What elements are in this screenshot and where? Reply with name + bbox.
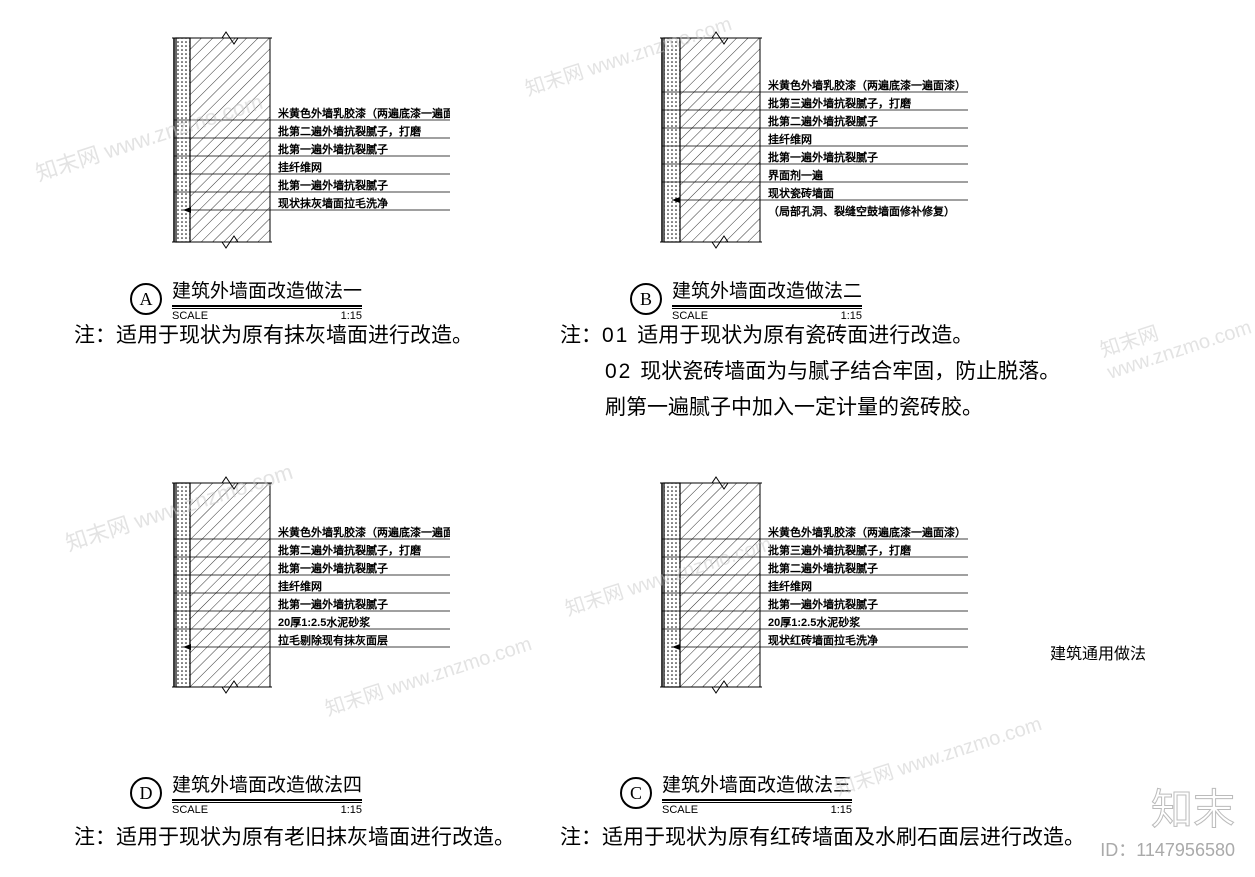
layer-label: 挂纤维网 — [768, 132, 812, 146]
title-letter: C — [620, 777, 652, 809]
detail-note: 02 现状瓷砖墙面为与腻子结合牢固，防止脱落。 — [605, 354, 1060, 390]
layer-label: 批第二遍外墙抗裂腻子，打磨 — [278, 124, 422, 138]
layer-label: 20厚1:2.5水泥砂浆 — [768, 615, 861, 629]
note-number: 02 — [605, 360, 640, 383]
detail-note: 注：适用于现状为原有抹灰墙面进行改造。 — [74, 318, 473, 354]
detail-title-D: D 建筑外墙面改造做法四 SCALE 1:15 — [130, 770, 362, 816]
watermark-id: ID：1147956580 — [1100, 836, 1235, 862]
layer-label: 现状红砖墙面拉毛洗净 — [768, 633, 878, 647]
detail-note: 刷第一遍腻子中加入一定计量的瓷砖胶。 — [605, 390, 983, 426]
wall-detail-B: 米黄色外墙乳胶漆（两遍底漆一遍面漆） 批第三遍外墙抗裂腻子，打磨批第二遍外墙抗裂腻… — [630, 20, 970, 260]
layer-label: 挂纤维网 — [768, 579, 812, 593]
detail-note: 注：适用于现状为原有红砖墙面及水刷石面层进行改造。 — [560, 820, 1085, 856]
wall-detail-A: 米黄色外墙乳胶漆（两遍底漆一遍面漆） 批第二遍外墙抗裂腻子，打磨批第一遍外墙抗裂腻… — [140, 20, 450, 260]
scale-value: 1:15 — [831, 804, 852, 816]
layer-label: 界面剂一遍 — [768, 168, 824, 182]
title-letter: D — [130, 777, 162, 809]
title-letter: A — [130, 283, 162, 315]
scale-label: SCALE — [662, 804, 698, 816]
layer-label: 挂纤维网 — [278, 160, 322, 174]
layer-label: 米黄色外墙乳胶漆（两遍底漆一遍面漆） — [767, 525, 966, 539]
watermark-logo: 知末 — [1151, 776, 1235, 837]
layer-label: 批第一遍外墙抗裂腻子 — [768, 150, 878, 164]
detail-note: 注：适用于现状为原有老旧抹灰墙面进行改造。 — [74, 820, 515, 856]
layer-label: 拉毛剔除现有抹灰面层 — [278, 633, 388, 647]
scale-value: 1:15 — [341, 804, 362, 816]
note-text: 适用于现状为原有瓷砖面进行改造。 — [637, 323, 973, 347]
layer-label: 20厚1:2.5水泥砂浆 — [278, 615, 371, 629]
wall-section-svg: 米黄色外墙乳胶漆（两遍底漆一遍面漆） 批第二遍外墙抗裂腻子，打磨批第一遍外墙抗裂腻… — [140, 465, 450, 705]
layer-label: 现状抹灰墙面拉毛洗净 — [278, 196, 388, 210]
wall-section-svg: 米黄色外墙乳胶漆（两遍底漆一遍面漆） 批第二遍外墙抗裂腻子，打磨批第一遍外墙抗裂腻… — [140, 20, 450, 260]
scale-label: SCALE — [172, 804, 208, 816]
layer-label: 米黄色外墙乳胶漆（两遍底漆一遍面漆） — [277, 106, 450, 120]
note-text: 适用于现状为原有抹灰墙面进行改造。 — [116, 323, 473, 347]
detail-note: 注：01 适用于现状为原有瓷砖面进行改造。 — [560, 318, 973, 354]
layer-label: 米黄色外墙乳胶漆（两遍底漆一遍面漆） — [277, 525, 450, 539]
layer-label: 挂纤维网 — [278, 579, 322, 593]
note-text: 刷第一遍腻子中加入一定计量的瓷砖胶。 — [605, 395, 983, 419]
detail-title-A: A建筑外墙面改造做法一SCALE1:15 — [130, 276, 362, 322]
layer-label: 批第二遍外墙抗裂腻子 — [768, 114, 878, 128]
title-text: 建筑外墙面改造做法一 — [172, 276, 362, 307]
layer-label: 批第一遍外墙抗裂腻子 — [768, 597, 878, 611]
layer-label: 批第三遍外墙抗裂腻子，打磨 — [768, 96, 912, 110]
sheet-title: 建筑通用做法 — [1050, 640, 1146, 664]
wall-detail-D: 米黄色外墙乳胶漆（两遍底漆一遍面漆） 批第二遍外墙抗裂腻子，打磨批第一遍外墙抗裂腻… — [140, 465, 450, 705]
note-text: 适用于现状为原有老旧抹灰墙面进行改造。 — [116, 825, 515, 849]
note-number: 01 — [602, 324, 637, 347]
watermark-text: 知末网 www.znzmo.com — [1096, 287, 1255, 384]
wall-section-svg: 米黄色外墙乳胶漆（两遍底漆一遍面漆） 批第三遍外墙抗裂腻子，打磨批第二遍外墙抗裂腻… — [630, 20, 970, 260]
note-text: 现状瓷砖墙面为与腻子结合牢固，防止脱落。 — [640, 359, 1060, 383]
detail-title-C: C 建筑外墙面改造做法三 SCALE 1:15 — [620, 770, 852, 816]
note-prefix: 注： — [560, 825, 602, 849]
title-text: 建筑外墙面改造做法二 — [672, 276, 862, 307]
layer-label: 现状瓷砖墙面 — [768, 186, 834, 200]
layer-label: 批第一遍外墙抗裂腻子 — [278, 178, 388, 192]
watermark-text: 知末网 www.znzmo.com — [831, 707, 1045, 801]
title-letter: B — [630, 283, 662, 315]
note-prefix: 注： — [560, 323, 602, 347]
note-prefix: 注： — [74, 825, 116, 849]
note-text: 适用于现状为原有红砖墙面及水刷石面层进行改造。 — [602, 825, 1085, 849]
note-prefix: 注： — [74, 323, 116, 347]
layer-label: 批第二遍外墙抗裂腻子，打磨 — [278, 543, 422, 557]
layer-label: 批第一遍外墙抗裂腻子 — [278, 561, 388, 575]
detail-title-B: B建筑外墙面改造做法二SCALE1:15 — [630, 276, 862, 322]
wall-section-svg: 米黄色外墙乳胶漆（两遍底漆一遍面漆） 批第三遍外墙抗裂腻子，打磨批第二遍外墙抗裂腻… — [630, 465, 970, 705]
title-text: 建筑外墙面改造做法四 — [172, 770, 362, 801]
layer-label: 批第三遍外墙抗裂腻子，打磨 — [768, 543, 912, 557]
layer-label: 米黄色外墙乳胶漆（两遍底漆一遍面漆） — [767, 78, 966, 92]
layer-label: 批第一遍外墙抗裂腻子 — [278, 142, 388, 156]
title-text: 建筑外墙面改造做法三 — [662, 770, 852, 801]
wall-detail-C: 米黄色外墙乳胶漆（两遍底漆一遍面漆） 批第三遍外墙抗裂腻子，打磨批第二遍外墙抗裂腻… — [630, 465, 970, 705]
layer-label: （局部孔洞、裂缝空鼓墙面修补修复） — [768, 204, 955, 218]
layer-label: 批第一遍外墙抗裂腻子 — [278, 597, 388, 611]
layer-label: 批第二遍外墙抗裂腻子 — [768, 561, 878, 575]
